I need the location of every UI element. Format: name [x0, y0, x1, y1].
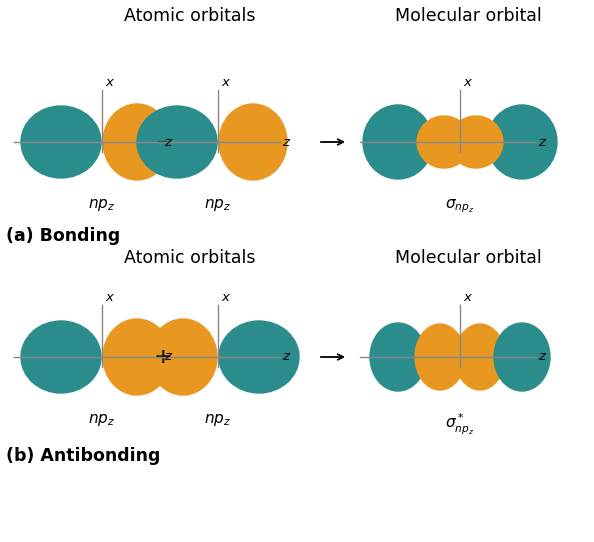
Ellipse shape — [370, 323, 426, 391]
Text: Molecular orbital: Molecular orbital — [394, 249, 541, 267]
Ellipse shape — [363, 105, 433, 179]
Text: $np_z$: $np_z$ — [89, 412, 116, 428]
Ellipse shape — [494, 323, 550, 391]
Text: z: z — [164, 136, 171, 149]
Ellipse shape — [103, 319, 171, 395]
Ellipse shape — [21, 321, 101, 393]
Text: $np_z$: $np_z$ — [89, 197, 116, 213]
Text: +: + — [154, 347, 172, 367]
Ellipse shape — [455, 324, 505, 390]
Ellipse shape — [417, 116, 471, 168]
Text: x: x — [221, 291, 229, 304]
Text: z: z — [282, 351, 289, 364]
Text: z: z — [282, 136, 289, 149]
Text: $\sigma_{np_z}$: $\sigma_{np_z}$ — [446, 197, 475, 215]
Text: x: x — [221, 76, 229, 89]
Text: (a) Bonding: (a) Bonding — [6, 227, 120, 245]
Ellipse shape — [449, 116, 503, 168]
Text: z: z — [164, 351, 171, 364]
Text: (b) Antibonding: (b) Antibonding — [6, 447, 160, 465]
Text: $np_z$: $np_z$ — [204, 197, 232, 213]
Ellipse shape — [487, 105, 557, 179]
Ellipse shape — [415, 324, 465, 390]
Ellipse shape — [219, 104, 287, 180]
Text: x: x — [463, 291, 471, 304]
Ellipse shape — [149, 319, 217, 395]
Text: $np_z$: $np_z$ — [204, 412, 232, 428]
Text: x: x — [463, 76, 471, 89]
Ellipse shape — [21, 106, 101, 178]
Text: x: x — [105, 291, 113, 304]
Text: z: z — [538, 351, 545, 364]
Text: Atomic orbitals: Atomic orbitals — [124, 249, 256, 267]
Text: –: – — [157, 132, 169, 152]
Text: Molecular orbital: Molecular orbital — [394, 7, 541, 25]
Ellipse shape — [219, 321, 299, 393]
Ellipse shape — [137, 106, 217, 178]
Ellipse shape — [103, 104, 171, 180]
Text: $\sigma^*_{np_z}$: $\sigma^*_{np_z}$ — [446, 412, 475, 437]
Text: x: x — [105, 76, 113, 89]
Text: z: z — [538, 136, 545, 149]
Text: Atomic orbitals: Atomic orbitals — [124, 7, 256, 25]
